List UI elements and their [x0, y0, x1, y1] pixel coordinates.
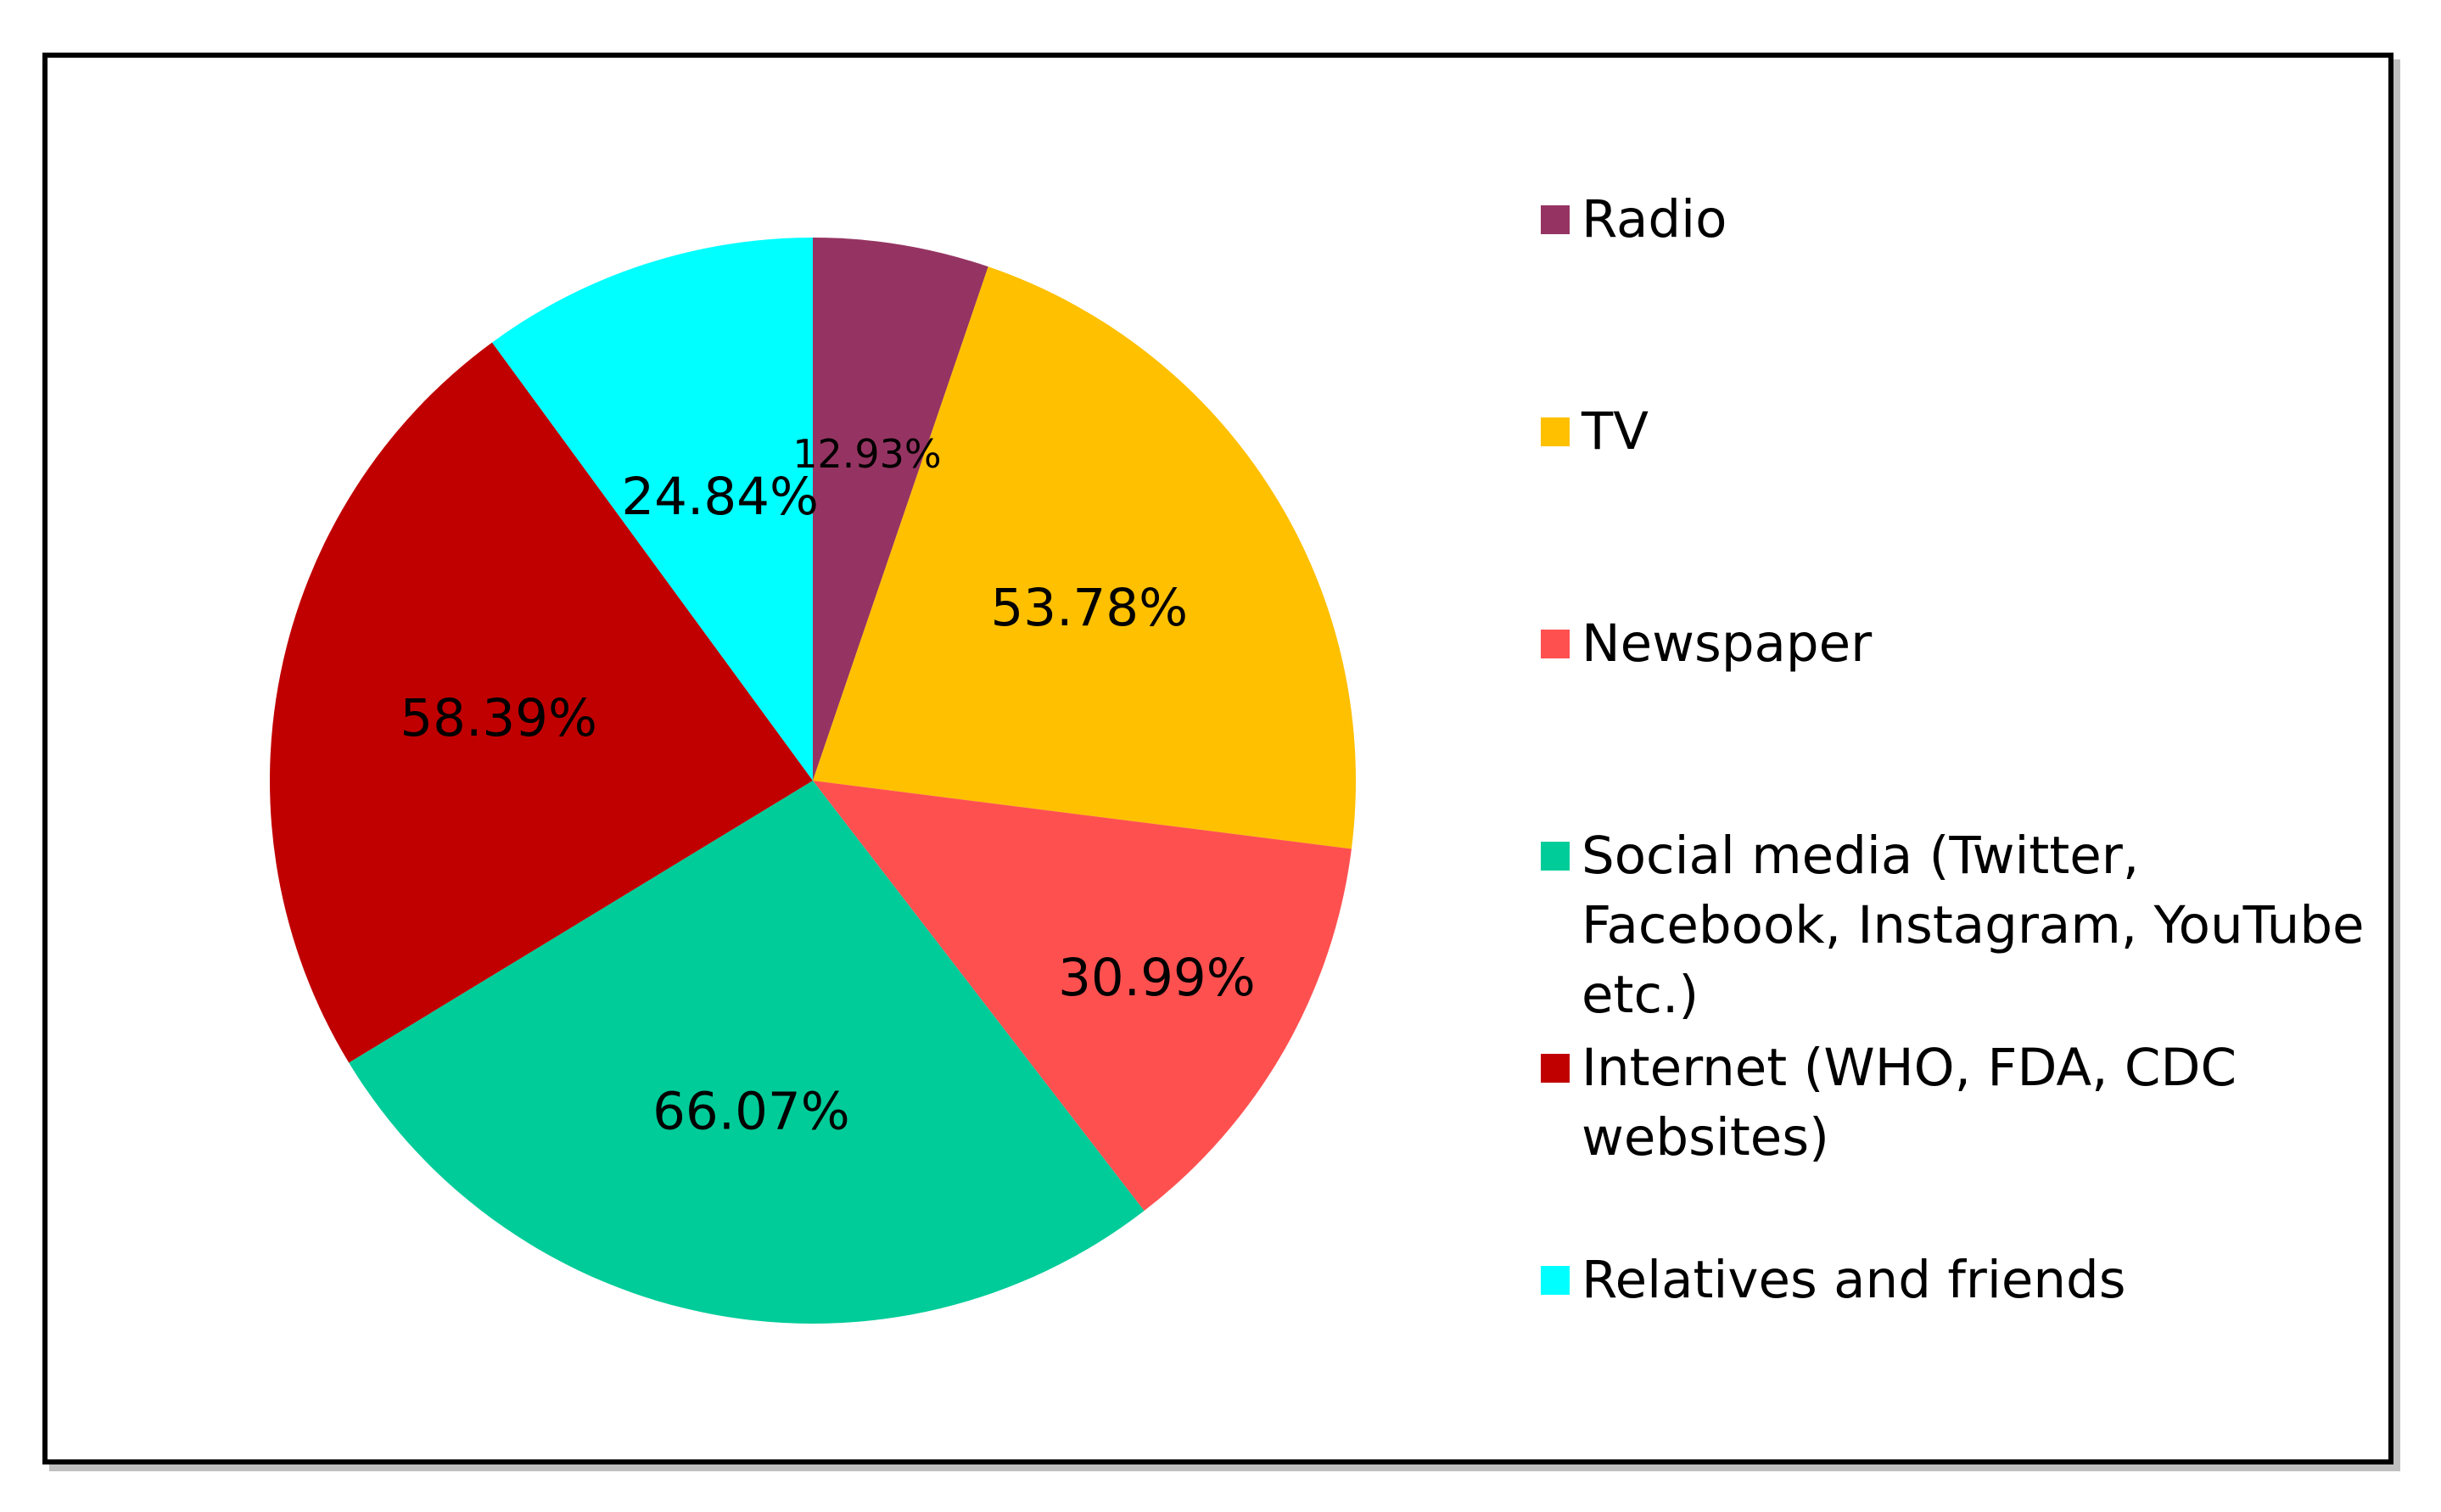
- legend-label-internet: Internet (WHO, FDA, CDC websites): [1582, 1038, 2237, 1168]
- chart-frame: 12.93% 53.78% 30.99% 66.07% 58.39% 24.84% Rad…: [42, 53, 2393, 1464]
- legend-item-relatives-and-friends: Relatives and friends: [1541, 1246, 2396, 1315]
- legend-swatch-tv: [1541, 417, 1570, 446]
- data-label-tv: 53.78%: [990, 578, 1188, 638]
- data-label-social-media: 66.07%: [652, 1082, 850, 1142]
- legend-label-newspaper: Newspaper: [1582, 613, 1873, 674]
- legend-label-tv: TV: [1582, 401, 1649, 462]
- pie-slices: [269, 238, 1356, 1324]
- pie-slice-social-media: [349, 781, 1145, 1324]
- legend-swatch-internet: [1541, 1054, 1570, 1083]
- legend-label-social-media: Social media (Twitter, Facebook, Instagr…: [1582, 826, 2365, 1025]
- legend-item-social-media: Social media (Twitter, Facebook, Instagr…: [1541, 821, 2396, 1030]
- legend-item-radio: Radio: [1541, 185, 2396, 255]
- pie-slice-relatives-and-friends: [491, 238, 813, 781]
- legend-swatch-radio: [1541, 205, 1570, 234]
- pie-slice-tv: [813, 266, 1356, 849]
- legend-item-internet: Internet (WHO, FDA, CDC websites): [1541, 1033, 2396, 1173]
- data-label-internet: 58.39%: [400, 688, 597, 748]
- legend-swatch-social-media: [1541, 842, 1570, 871]
- legend-item-newspaper: Newspaper: [1541, 609, 2396, 679]
- data-label-relatives-and-friends: 24.84%: [621, 467, 819, 527]
- pie-slice-internet: [269, 342, 813, 1063]
- legend-swatch-newspaper: [1541, 630, 1570, 658]
- data-label-radio: 12.93%: [792, 431, 941, 477]
- pie-slice-newspaper: [813, 781, 1352, 1212]
- pie-data-labels: 12.93% 53.78% 30.99% 66.07% 58.39% 24.84%: [400, 431, 1255, 1142]
- legend-label-relatives-and-friends: Relatives and friends: [1582, 1250, 2126, 1310]
- pie-slice-radio: [813, 238, 988, 781]
- legend-swatch-relatives-and-friends: [1541, 1266, 1570, 1295]
- pie-chart: 12.93% 53.78% 30.99% 66.07% 58.39% 24.84%: [269, 238, 1356, 1324]
- legend-label-radio: Radio: [1582, 189, 1727, 249]
- legend-item-tv: TV: [1541, 397, 2396, 467]
- data-label-newspaper: 30.99%: [1058, 948, 1256, 1008]
